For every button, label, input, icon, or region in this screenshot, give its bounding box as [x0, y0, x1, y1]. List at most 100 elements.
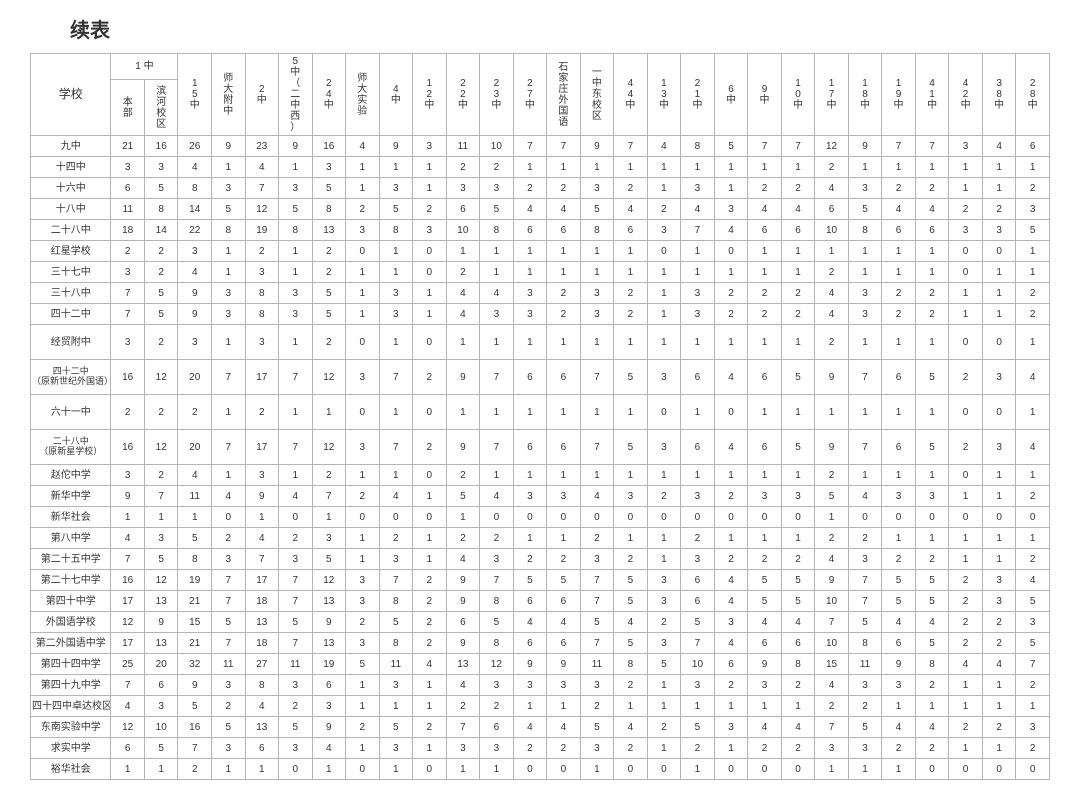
row-label: 经贸附中: [31, 325, 111, 360]
cell: 12: [312, 430, 346, 465]
cell: 1: [379, 241, 413, 262]
row-label: 赵佗中学: [31, 465, 111, 486]
cell: 1: [915, 395, 949, 430]
cell: 1: [1016, 465, 1050, 486]
cell: 3: [848, 549, 882, 570]
cell: 4: [714, 220, 748, 241]
cell: 2: [446, 157, 480, 178]
cell: 3: [413, 220, 447, 241]
cell: 3: [580, 283, 614, 304]
cell: 1: [882, 696, 916, 717]
cell: 14: [144, 220, 178, 241]
cell: 8: [480, 591, 514, 612]
cell: 8: [379, 220, 413, 241]
cell: 3: [513, 486, 547, 507]
cell: 1: [547, 528, 581, 549]
cell: 1: [346, 283, 380, 304]
cell: 9: [279, 136, 313, 157]
cell: 2: [815, 157, 849, 178]
cell: 0: [982, 325, 1016, 360]
cell: 3: [312, 696, 346, 717]
cell: 0: [949, 241, 983, 262]
cell: 1: [681, 262, 715, 283]
cell: 12: [480, 654, 514, 675]
cell: 2: [513, 738, 547, 759]
cell: 7: [848, 570, 882, 591]
cell: 3: [346, 633, 380, 654]
cell: 5: [1016, 220, 1050, 241]
cell: 2: [1016, 738, 1050, 759]
cell: 9: [882, 654, 916, 675]
cell: 7: [111, 304, 145, 325]
col-6: 4中: [379, 54, 413, 136]
cell: 0: [748, 759, 782, 780]
cell: 1: [580, 395, 614, 430]
cell: 2: [748, 283, 782, 304]
cell: 20: [178, 360, 212, 395]
cell: 3: [580, 304, 614, 325]
cell: 1: [882, 157, 916, 178]
cell: 1: [211, 465, 245, 486]
cell: 9: [815, 570, 849, 591]
cell: 3: [882, 486, 916, 507]
cell: 2: [547, 738, 581, 759]
cell: 3: [346, 220, 380, 241]
cell: 1: [647, 157, 681, 178]
cell: 2: [279, 696, 313, 717]
cell: 9: [446, 570, 480, 591]
cell: 0: [949, 395, 983, 430]
cell: 9: [446, 633, 480, 654]
cell: 10: [815, 633, 849, 654]
cell: 1: [915, 241, 949, 262]
cell: 4: [614, 717, 648, 738]
cell: 2: [312, 262, 346, 283]
cell: 1: [848, 241, 882, 262]
cell: 3: [111, 325, 145, 360]
cell: 7: [781, 136, 815, 157]
col-group-1zhong: 1 中: [111, 54, 178, 80]
page-title: 续表: [70, 14, 1050, 43]
cell: 1: [279, 262, 313, 283]
cell: 1: [446, 759, 480, 780]
cell: 7: [480, 430, 514, 465]
cell: 1: [949, 528, 983, 549]
cell: 2: [1016, 486, 1050, 507]
col-5: 师大实验: [346, 54, 380, 136]
cell: 10: [480, 136, 514, 157]
cell: 0: [346, 507, 380, 528]
cell: 3: [413, 136, 447, 157]
cell: 1: [781, 262, 815, 283]
cell: 6: [513, 430, 547, 465]
cell: 4: [446, 304, 480, 325]
cell: 3: [446, 738, 480, 759]
cell: 4: [245, 528, 279, 549]
row-label: 第四十四中学: [31, 654, 111, 675]
cell: 9: [211, 136, 245, 157]
cell: 4: [815, 283, 849, 304]
cell: 1: [211, 157, 245, 178]
cell: 1: [781, 157, 815, 178]
cell: 1: [1016, 528, 1050, 549]
cell: 4: [815, 675, 849, 696]
cell: 1: [949, 486, 983, 507]
cell: 17: [245, 360, 279, 395]
cell: 7: [379, 360, 413, 395]
cell: 1: [982, 549, 1016, 570]
cell: 3: [211, 675, 245, 696]
cell: 8: [614, 654, 648, 675]
cell: 5: [379, 199, 413, 220]
cell: 8: [480, 220, 514, 241]
cell: 4: [882, 612, 916, 633]
cell: 3: [982, 220, 1016, 241]
cell: 1: [312, 507, 346, 528]
cell: 1: [614, 325, 648, 360]
cell: 9: [815, 360, 849, 395]
cell: 5: [614, 570, 648, 591]
cell: 3: [647, 591, 681, 612]
cell: 4: [480, 486, 514, 507]
col-21: 19中: [882, 54, 916, 136]
cell: 3: [848, 178, 882, 199]
cell: 1: [580, 465, 614, 486]
row-label: 红星学校: [31, 241, 111, 262]
cell: 1: [446, 395, 480, 430]
